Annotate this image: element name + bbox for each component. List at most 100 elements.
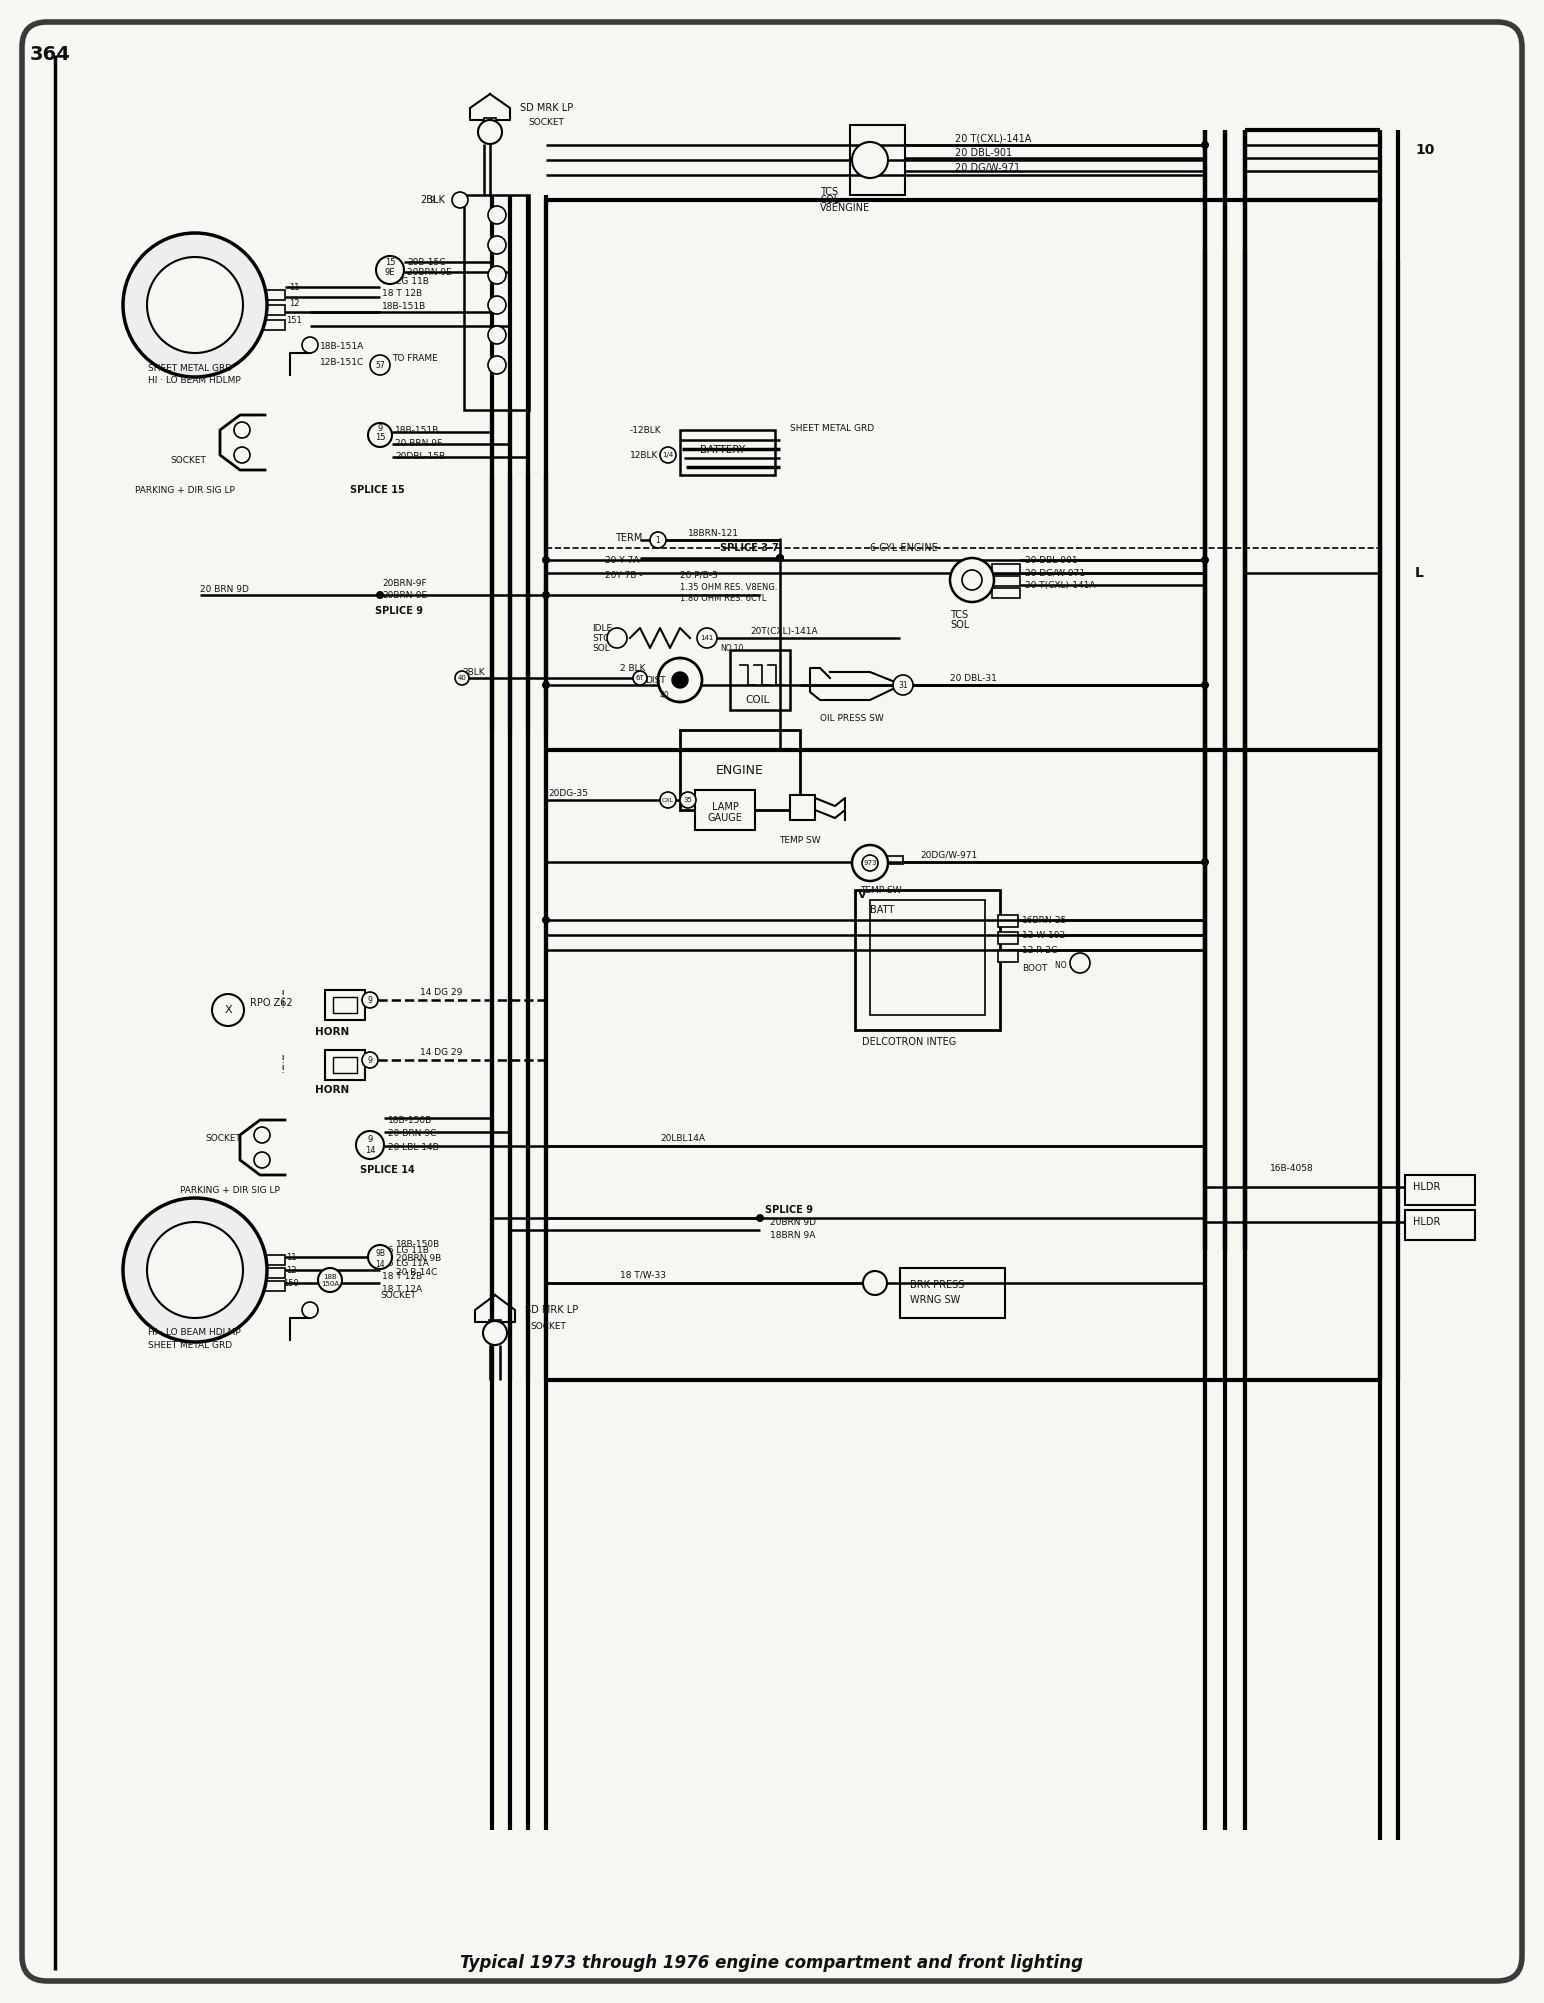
Circle shape <box>255 1152 270 1168</box>
Text: 20 Y 7A: 20 Y 7A <box>605 555 639 565</box>
Bar <box>900 1268 1005 1318</box>
Circle shape <box>757 1214 764 1222</box>
Text: 20LBL14A: 20LBL14A <box>659 1134 706 1142</box>
Bar <box>885 855 903 863</box>
Circle shape <box>1201 140 1209 148</box>
Text: 18B-151B: 18B-151B <box>381 302 426 310</box>
Bar <box>465 194 530 411</box>
Text: 9B: 9B <box>375 1248 384 1258</box>
Text: HI · LO BEAM HDLMP: HI · LO BEAM HDLMP <box>148 1328 241 1336</box>
Text: 1.35 OHM RES. V8ENG.: 1.35 OHM RES. V8ENG. <box>679 583 778 591</box>
Text: CXL: CXL <box>662 797 675 803</box>
Text: 1.80 OHM RES. 6CYL: 1.80 OHM RES. 6CYL <box>679 593 766 603</box>
Text: TERM: TERM <box>615 533 642 543</box>
Text: SD MRK LP: SD MRK LP <box>525 1306 579 1316</box>
Text: 14 DG 29: 14 DG 29 <box>420 987 462 997</box>
Text: 18B-151A: 18B-151A <box>320 341 364 351</box>
Text: Typical 1973 through 1976 engine compartment and front lighting: Typical 1973 through 1976 engine compart… <box>460 1955 1084 1973</box>
Bar <box>869 899 985 1016</box>
Text: DELCOTRON INTEG: DELCOTRON INTEG <box>862 1038 956 1048</box>
Text: -12BLK: -12BLK <box>630 425 662 435</box>
Text: COIL: COIL <box>746 695 769 705</box>
Circle shape <box>542 591 550 599</box>
Circle shape <box>659 447 676 463</box>
Circle shape <box>852 845 888 881</box>
Text: 18 T 12A: 18 T 12A <box>381 1284 422 1294</box>
Text: 40: 40 <box>457 675 466 681</box>
Bar <box>255 290 286 300</box>
Text: BRK PRESS: BRK PRESS <box>909 1280 965 1290</box>
Text: HORN: HORN <box>315 1028 349 1038</box>
Text: TCS: TCS <box>950 611 968 621</box>
Text: BATTERY: BATTERY <box>699 445 746 455</box>
Text: TEMP SW: TEMP SW <box>860 885 902 895</box>
Text: 6 CYL ENGINE: 6 CYL ENGINE <box>869 543 937 553</box>
Text: 20 DBL-901: 20 DBL-901 <box>956 148 1013 158</box>
Text: 20 T(CXL)-141A: 20 T(CXL)-141A <box>956 132 1031 142</box>
Text: 20BRN 9E: 20BRN 9E <box>408 268 452 276</box>
Circle shape <box>777 555 784 563</box>
Bar <box>679 729 800 809</box>
Bar <box>324 989 364 1020</box>
Text: 16 LG 11B: 16 LG 11B <box>381 1246 429 1254</box>
Circle shape <box>1201 681 1209 689</box>
FancyBboxPatch shape <box>22 22 1522 1981</box>
Text: 12: 12 <box>286 1266 296 1274</box>
Text: 20DG/W-971: 20DG/W-971 <box>920 851 977 859</box>
Circle shape <box>672 671 689 687</box>
Text: V8ENGINE: V8ENGINE <box>820 202 871 212</box>
Circle shape <box>455 671 469 685</box>
Circle shape <box>650 533 665 549</box>
Circle shape <box>357 1132 384 1160</box>
Text: 20 P/B-3: 20 P/B-3 <box>679 571 718 579</box>
Bar <box>1405 1176 1475 1206</box>
Text: 18 T/W-33: 18 T/W-33 <box>621 1270 665 1280</box>
Text: !: ! <box>279 1056 284 1066</box>
Text: 16 LG 11A: 16 LG 11A <box>381 1258 429 1268</box>
Text: 20 DBL-31: 20 DBL-31 <box>950 673 997 683</box>
Bar <box>862 168 879 176</box>
Text: 12BLK: 12BLK <box>630 451 658 459</box>
Text: IDLE: IDLE <box>591 623 611 633</box>
Bar <box>997 931 1017 943</box>
Text: TO FRAME: TO FRAME <box>392 353 438 363</box>
Text: 18BRN-121: 18BRN-121 <box>689 529 740 537</box>
Circle shape <box>950 559 994 603</box>
Text: TCS: TCS <box>820 186 838 196</box>
Text: 9: 9 <box>367 1056 372 1064</box>
Text: SPLICE 14: SPLICE 14 <box>360 1166 415 1176</box>
Bar <box>730 651 791 709</box>
Text: 15: 15 <box>375 433 386 441</box>
Text: 20DG-35: 20DG-35 <box>548 789 588 797</box>
Text: 20DBL-15B: 20DBL-15B <box>395 451 445 461</box>
Text: SHEET METAL GRD: SHEET METAL GRD <box>148 363 232 373</box>
Circle shape <box>377 591 384 599</box>
Bar <box>695 789 755 829</box>
Text: HI · LO BEAM HDLMP: HI · LO BEAM HDLMP <box>148 375 241 385</box>
Circle shape <box>361 1052 378 1068</box>
Text: 9E: 9E <box>384 268 395 276</box>
Text: 2BLK: 2BLK <box>462 667 485 677</box>
Text: 20 BRN 9C: 20 BRN 9C <box>388 1128 437 1138</box>
Text: 20 T(CXL)-141A: 20 T(CXL)-141A <box>1025 581 1096 589</box>
Text: 20 B-14C: 20 B-14C <box>395 1268 437 1276</box>
Text: HLDR: HLDR <box>1413 1182 1441 1192</box>
Circle shape <box>659 791 676 807</box>
Text: 14: 14 <box>364 1146 375 1154</box>
Text: WRNG SW: WRNG SW <box>909 1296 960 1306</box>
Text: 15: 15 <box>384 258 395 266</box>
Circle shape <box>124 232 267 377</box>
Text: 20 DG/W-971: 20 DG/W-971 <box>1025 569 1085 577</box>
Text: SPLICE 9: SPLICE 9 <box>375 607 423 617</box>
Circle shape <box>212 993 244 1026</box>
Text: SOCKET: SOCKET <box>528 118 564 126</box>
Circle shape <box>679 791 696 807</box>
Circle shape <box>488 206 506 224</box>
Circle shape <box>303 337 318 353</box>
Text: 9: 9 <box>367 995 372 1004</box>
Text: 20 BRN 9F: 20 BRN 9F <box>395 439 442 447</box>
Text: TEMP SW: TEMP SW <box>780 835 821 845</box>
Circle shape <box>488 357 506 375</box>
Bar <box>862 158 879 166</box>
Bar <box>991 565 1021 575</box>
